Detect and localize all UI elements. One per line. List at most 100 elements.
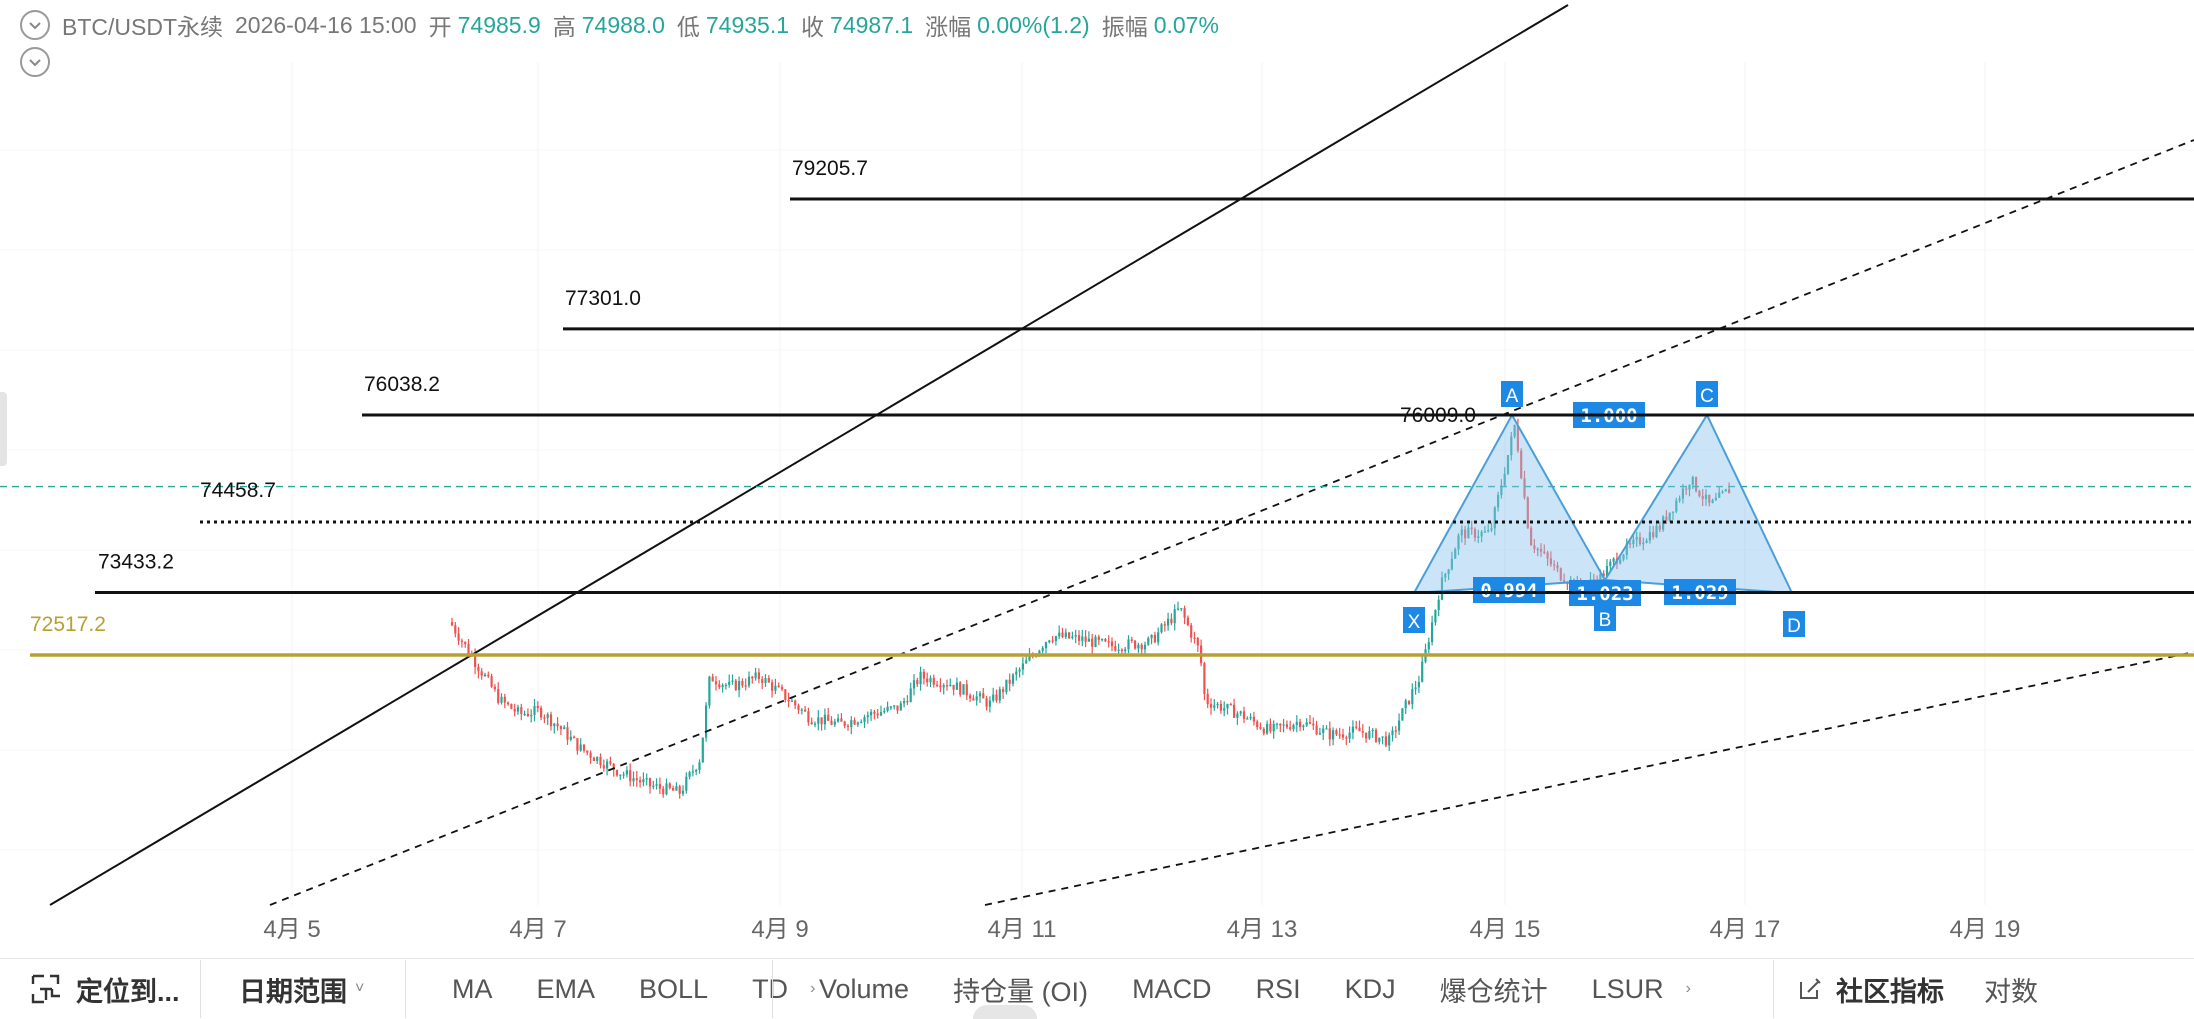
candle-body bbox=[1536, 548, 1539, 551]
candle-body bbox=[1427, 641, 1430, 650]
candle-body bbox=[1691, 476, 1694, 485]
candle-body bbox=[1044, 642, 1048, 649]
indicator-boll[interactable]: BOLL bbox=[639, 973, 709, 1004]
candle-body bbox=[1642, 542, 1645, 545]
scroll-indicator-icon[interactable] bbox=[973, 1005, 1037, 1019]
candle-body bbox=[883, 710, 886, 713]
candle-body bbox=[1625, 543, 1628, 555]
candle-body bbox=[1130, 639, 1133, 641]
pattern-point-badge bbox=[1783, 611, 1805, 637]
candle-body bbox=[959, 682, 962, 695]
x-axis-tick-label: 4月 7 bbox=[509, 916, 566, 943]
candle-body bbox=[1411, 689, 1414, 704]
indicator-td[interactable]: TD bbox=[752, 973, 789, 1004]
side-panel-handle[interactable] bbox=[0, 392, 7, 466]
pattern-point-label: X bbox=[1408, 612, 1421, 633]
candle-body bbox=[1180, 608, 1183, 610]
channel-line-lower bbox=[984, 651, 2194, 906]
indicator-lsur[interactable]: LSUR bbox=[1591, 973, 1664, 1004]
candle-body bbox=[1302, 725, 1305, 728]
community-indicator-button[interactable]: 社区指标 bbox=[1774, 959, 1944, 1019]
pattern-triangle-xab bbox=[1412, 412, 1607, 595]
candle-body bbox=[1447, 569, 1450, 574]
indicator-rsi[interactable]: RSI bbox=[1255, 973, 1301, 1004]
candle-body bbox=[899, 703, 902, 711]
locate-button[interactable]: 定位到... bbox=[0, 959, 200, 1019]
candle-body bbox=[1678, 498, 1681, 501]
candle-body bbox=[1384, 736, 1387, 746]
candle-body bbox=[1127, 639, 1130, 650]
candle-body bbox=[1483, 531, 1486, 533]
candle-body bbox=[1708, 494, 1711, 503]
candle-body bbox=[1543, 551, 1546, 553]
candle-body bbox=[1378, 737, 1381, 742]
indicator-macd[interactable]: MACD bbox=[1132, 973, 1212, 1004]
candle-body bbox=[757, 672, 760, 680]
candle-body bbox=[846, 725, 850, 728]
candle-body bbox=[1167, 618, 1170, 626]
candle-body bbox=[1249, 716, 1252, 719]
candle-body bbox=[1371, 729, 1374, 732]
candle-body bbox=[1345, 737, 1348, 739]
indicator-kdj[interactable]: KDJ bbox=[1344, 973, 1396, 1004]
candle-body bbox=[480, 671, 483, 676]
candle-body bbox=[566, 727, 569, 740]
candle-body bbox=[642, 779, 645, 783]
candle-body bbox=[1549, 558, 1552, 565]
candle-body bbox=[579, 744, 582, 751]
high-value: 74988.0 bbox=[581, 11, 665, 38]
candle-body bbox=[1275, 723, 1279, 725]
indicator-liquidation[interactable]: 爆仓统计 bbox=[1439, 976, 1548, 1007]
candle-body bbox=[1721, 491, 1724, 493]
candle-body bbox=[1648, 532, 1651, 541]
candle-body bbox=[1226, 703, 1229, 709]
locate-label: 定位到... bbox=[76, 976, 180, 1007]
candle-body bbox=[1338, 734, 1341, 736]
indicator-ema[interactable]: EMA bbox=[536, 973, 596, 1004]
candle-body bbox=[998, 689, 1001, 701]
candle-body bbox=[1173, 609, 1176, 624]
x-axis-tick-label: 4月 17 bbox=[1710, 916, 1781, 943]
candle-body bbox=[1087, 638, 1090, 642]
expand-chevron-icon[interactable] bbox=[20, 47, 50, 77]
log-scale-button[interactable]: 对数 bbox=[1944, 959, 2038, 1019]
chevron-right-icon[interactable]: › bbox=[810, 980, 816, 997]
collapse-chevron-icon[interactable] bbox=[20, 10, 50, 40]
indicator-volume[interactable]: Volume bbox=[819, 973, 910, 1004]
candle-body bbox=[1084, 636, 1087, 642]
candle-body bbox=[1530, 528, 1533, 546]
candle-body bbox=[1490, 528, 1493, 531]
candle-body bbox=[1011, 674, 1015, 684]
date-range-button[interactable]: 日期范围 ˅ bbox=[201, 959, 405, 1019]
candle-body bbox=[1450, 558, 1453, 570]
price-level-label: 73433.2 bbox=[98, 551, 174, 574]
chevron-right-icon[interactable]: › bbox=[1685, 980, 1691, 997]
candle-body bbox=[1110, 641, 1114, 647]
candle-body bbox=[711, 676, 714, 682]
candle-body bbox=[1622, 554, 1625, 560]
toolbar-divider bbox=[1773, 960, 1774, 1018]
candle-body bbox=[1134, 640, 1137, 649]
candle-body bbox=[1510, 436, 1513, 456]
candle-body bbox=[1632, 539, 1635, 544]
high-label: 高 bbox=[552, 14, 576, 40]
drawings[interactable] bbox=[0, 4, 2194, 906]
candle-body bbox=[490, 676, 493, 687]
overlay-indicator-group: MA EMA BOLL TD › bbox=[406, 959, 815, 1019]
indicator-ma[interactable]: MA bbox=[452, 973, 493, 1004]
candle-body bbox=[569, 736, 572, 740]
candle-body bbox=[1312, 723, 1315, 726]
candle-body bbox=[1652, 532, 1655, 538]
indicator-oi[interactable]: 持仓量 (OI) bbox=[953, 976, 1089, 1007]
candle-body bbox=[975, 696, 978, 701]
candle-body bbox=[1629, 543, 1632, 545]
candle-body bbox=[1437, 599, 1440, 611]
candle-body bbox=[530, 715, 533, 717]
candle-body bbox=[1289, 727, 1292, 730]
candle-body bbox=[1718, 492, 1721, 498]
candle-body bbox=[1308, 722, 1312, 724]
close-label: 收 bbox=[801, 14, 825, 40]
candle-body bbox=[866, 715, 869, 718]
